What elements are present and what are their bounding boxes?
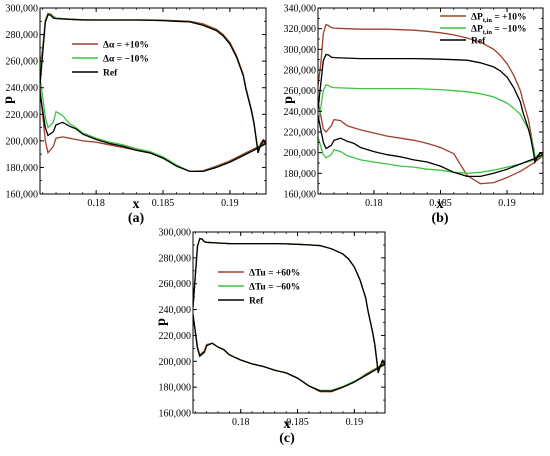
- x-axis-label: x: [284, 417, 291, 432]
- y-tick-label: 160,000: [159, 409, 192, 420]
- series-line-2: [40, 13, 266, 173]
- y-tick-label: 240,000: [6, 83, 39, 94]
- panel-label: (b): [431, 211, 448, 226]
- y-tick-label: 160,000: [6, 190, 39, 201]
- y-axis-label: p: [281, 96, 296, 104]
- y-tick-label: 180,000: [159, 383, 192, 394]
- y-tick-label: 280,000: [159, 253, 192, 264]
- series-line-1: [193, 237, 385, 393]
- x-tick-label: 0.19: [346, 417, 364, 428]
- y-tick-label: 180,000: [6, 163, 39, 174]
- y-tick-label: 260,000: [6, 57, 39, 68]
- legend: Δα = +10% Δα = −10% Ref: [72, 41, 149, 79]
- series-line-3: [193, 237, 385, 392]
- y-tick-label: 300,000: [6, 4, 39, 15]
- plot-frame: [39, 7, 267, 195]
- legend-entry-2: Δα = −10%: [103, 55, 149, 65]
- x-tick-label: 0.185: [286, 417, 309, 428]
- y-tick-label: 240,000: [159, 305, 192, 316]
- y-tick-label: 300,000: [284, 45, 317, 56]
- y-tick-label: 320,000: [284, 24, 317, 35]
- x-tick-label: 0.18: [232, 417, 250, 428]
- y-tick-label: 220,000: [6, 110, 39, 121]
- x-tick-label: 0.18: [87, 198, 105, 209]
- y-tick-label: 220,000: [159, 331, 192, 342]
- chart-panel-2: 160,000 180,000 200,000 220,000 240,000 260,0…: [281, 4, 544, 226]
- legend-entry-1: ΔPt,in = +10%: [471, 13, 527, 25]
- legend-entry-1: ΔTu = +60%: [249, 269, 300, 279]
- plot-frame: [192, 231, 386, 414]
- y-tick-label: 340,000: [284, 4, 317, 15]
- legend-entry-2: ΔTu = −60%: [249, 283, 300, 293]
- legend-entry-1: Δα = +10%: [103, 41, 149, 51]
- x-axis-label: x: [437, 197, 444, 212]
- series-line-3: [40, 13, 266, 173]
- y-tick-label: 240,000: [284, 107, 317, 118]
- series-line-3: [318, 53, 543, 178]
- legend-entry-3: Ref: [471, 37, 486, 47]
- panel-label: (a): [128, 211, 145, 226]
- legend: ΔTu = +60% ΔTu = −60% Ref: [218, 269, 300, 307]
- legend-entry-3: Ref: [103, 69, 118, 79]
- x-axis-label: x: [133, 197, 140, 212]
- y-tick-label: 280,000: [284, 66, 317, 77]
- y-axis-label: p: [1, 96, 16, 104]
- x-tick-label: 0.185: [429, 198, 452, 209]
- panel-label: (c): [279, 431, 295, 446]
- x-tick-label: 0.185: [152, 198, 175, 209]
- series-line-1: [40, 12, 266, 173]
- y-tick-label: 200,000: [159, 357, 192, 368]
- y-tick-label: 300,000: [159, 228, 192, 239]
- legend-entry-3: Ref: [249, 297, 264, 307]
- legend-entry-2: ΔPt,in = −10%: [471, 25, 527, 37]
- y-tick-label: 180,000: [284, 169, 317, 180]
- x-tick-label: 0.19: [498, 198, 516, 209]
- y-tick-label: 260,000: [159, 279, 192, 290]
- series-line-2: [318, 84, 543, 174]
- chart-panel-1: 160,000 180,000 200,000 220,000 240,000 260,0…: [1, 4, 267, 226]
- x-tick-label: 0.19: [221, 198, 239, 209]
- x-tick-label: 0.18: [365, 198, 383, 209]
- series-line-2: [193, 237, 385, 392]
- y-tick-label: 200,000: [6, 136, 39, 147]
- chart-panel-3: 160,000 180,000 200,000 220,000 240,000 260,0…: [154, 228, 386, 446]
- y-tick-label: 280,000: [6, 30, 39, 41]
- y-tick-label: 220,000: [284, 128, 317, 139]
- y-tick-label: 200,000: [284, 148, 317, 159]
- y-tick-label: 260,000: [284, 86, 317, 97]
- y-axis-label: p: [154, 318, 169, 326]
- y-tick-label: 160,000: [284, 190, 317, 201]
- legend: ΔPt,in = +10%ΔPt,in = −10%Ref: [440, 13, 527, 47]
